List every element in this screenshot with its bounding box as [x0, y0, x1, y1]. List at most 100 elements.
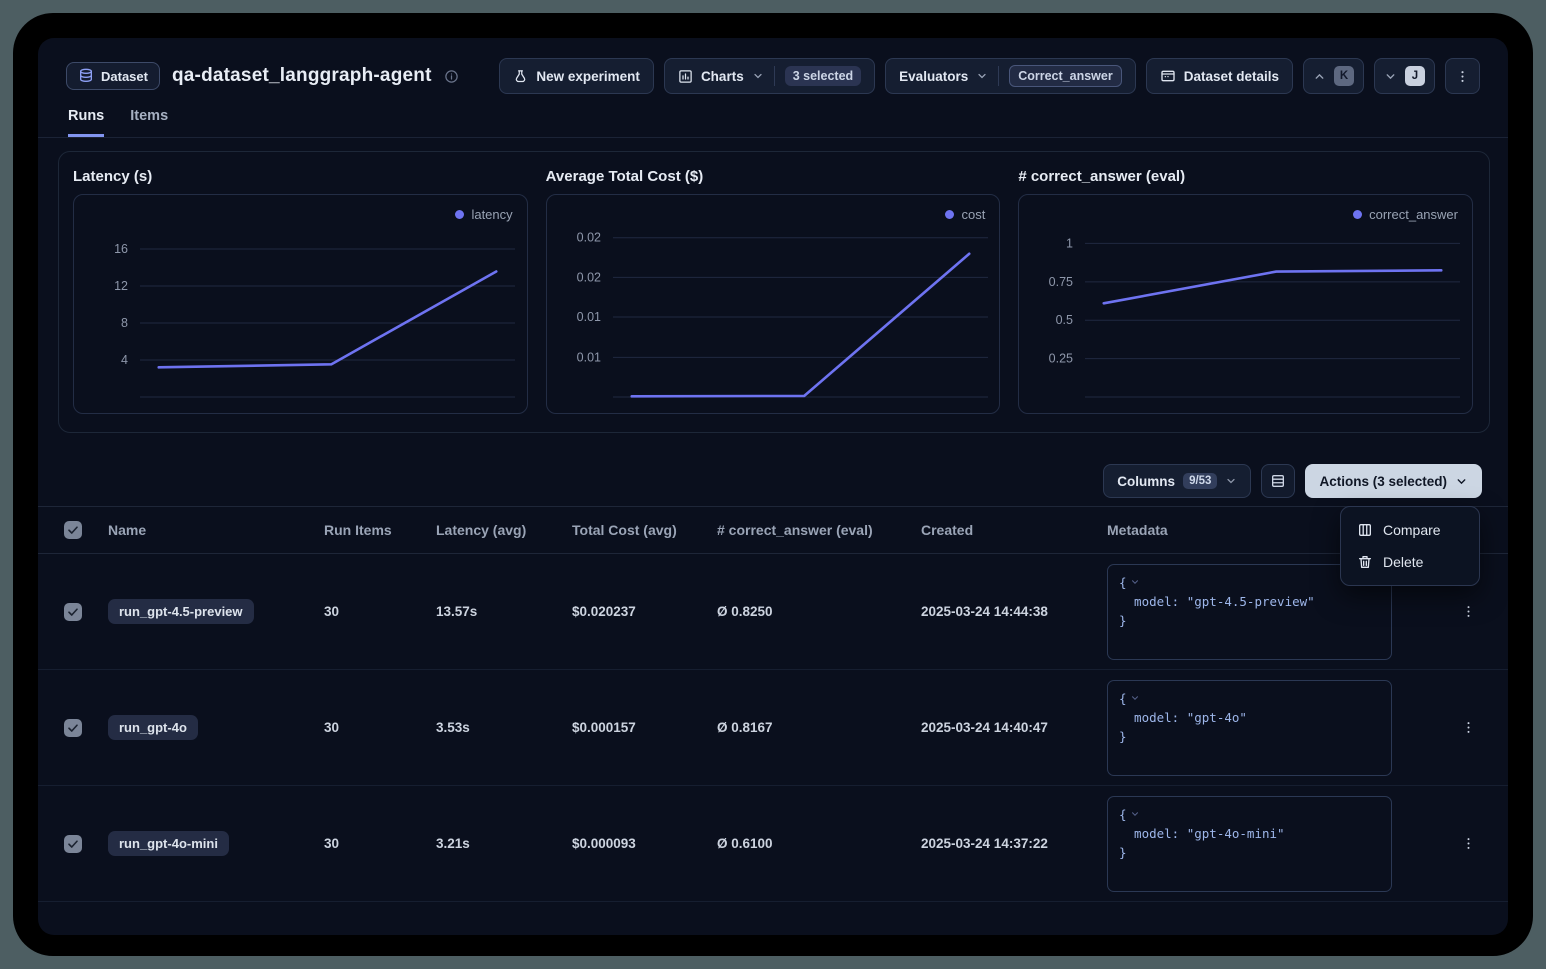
tab-bar: Runs Items — [38, 94, 1508, 138]
chart-plot: 0.01 0.01 0.02 0.02 — [576, 231, 988, 398]
menu-item-label: Delete — [1383, 554, 1424, 570]
svg-text:0.02: 0.02 — [576, 270, 600, 284]
collapse-chevron-icon[interactable] — [1130, 693, 1140, 703]
chart-title: # correct_answer (eval) — [1018, 168, 1186, 185]
table-body: run_gpt-4.5-preview 30 13.57s $0.020237 Ø 0.… — [38, 554, 1508, 902]
chevron-down-icon — [752, 70, 764, 82]
metadata-json-box[interactable]: { model: "gpt-4.5-preview"} — [1107, 563, 1392, 660]
dataset-details-label: Dataset details — [1183, 68, 1279, 84]
svg-text:0.5: 0.5 — [1056, 313, 1073, 327]
collapse-chevron-icon[interactable] — [1130, 809, 1140, 819]
dataset-details-button[interactable]: Dataset details — [1145, 58, 1293, 94]
actions-dropdown-button[interactable]: Actions (3 selected) — [1305, 464, 1482, 498]
new-experiment-label: New experiment — [536, 68, 640, 84]
menu-item-delete[interactable]: Delete — [1348, 546, 1472, 578]
row-kebab-menu-button[interactable] — [1454, 830, 1482, 858]
tab-runs[interactable]: Runs — [68, 108, 105, 137]
menu-item-compare[interactable]: Compare — [1348, 514, 1472, 546]
legend-label: correct_answer — [1369, 207, 1458, 222]
metadata-open-brace: { — [1119, 690, 1127, 706]
chevron-up-icon — [1313, 70, 1326, 83]
row-checkbox[interactable] — [64, 602, 82, 621]
chart-3: # correct_answer (eval) correct_answer 0.2… — [1018, 168, 1473, 414]
run-items-cell: 30 — [324, 720, 340, 735]
select-all-checkbox[interactable] — [64, 521, 82, 539]
metadata-open-brace: { — [1119, 574, 1127, 590]
row-select-cell — [64, 718, 108, 737]
runs-table: Name Run Items Latency (avg) Total Cost (av… — [38, 506, 1508, 902]
collapse-chevron-icon[interactable] — [1130, 577, 1140, 587]
chart-title: Latency (s) — [73, 168, 153, 185]
svg-text:0.01: 0.01 — [576, 350, 600, 364]
column-header: Total Cost (avg) — [572, 522, 677, 538]
evaluators-dropdown-button[interactable]: Evaluators Correct_answer — [885, 58, 1136, 94]
row-kebab-menu-button[interactable] — [1454, 598, 1482, 626]
kebab-menu-icon — [1455, 69, 1470, 84]
total-cost-cell: $0.020237 — [572, 604, 636, 619]
actions-menu: Compare Delete — [1340, 506, 1480, 586]
charts-dropdown-button[interactable]: Charts 3 selected — [663, 58, 876, 94]
flask-icon — [513, 69, 528, 84]
dataset-type-badge: Dataset — [66, 62, 160, 90]
table-controls: Columns 9/53 Actions (3 selected) Compar… — [38, 464, 1508, 586]
run-name-cell: run_gpt-4.5-preview — [108, 599, 324, 624]
database-icon — [78, 68, 94, 84]
evaluators-label: Evaluators — [899, 68, 969, 84]
chart-legend: cost — [945, 207, 985, 222]
latency-cell: 13.57s — [436, 604, 478, 619]
latency-cell: 3.53s — [436, 720, 470, 735]
menu-item-label: Compare — [1383, 522, 1441, 538]
svg-text:0.01: 0.01 — [576, 310, 600, 324]
table-row: run_gpt-4o-mini 30 3.21s $0.000093 Ø 0.6100 2… — [38, 786, 1508, 902]
run-name-pill[interactable]: run_gpt-4o — [108, 715, 198, 740]
chart-2: Average Total Cost ($) cost 0.01 0.01 0.02 0.… — [545, 168, 1001, 414]
new-experiment-button[interactable]: New experiment — [499, 58, 654, 94]
metadata-cell: { model: "gpt-4o"} — [1107, 679, 1432, 776]
prev-run-button[interactable]: K — [1303, 58, 1364, 94]
chevron-down-icon — [1455, 475, 1468, 488]
row-checkbox[interactable] — [64, 718, 82, 737]
chart-title: Average Total Cost ($) — [545, 168, 704, 185]
metadata-line: model: "gpt-4o-mini" — [1119, 825, 1285, 841]
columns-label: Columns — [1117, 473, 1176, 489]
column-header: Name — [108, 522, 147, 538]
column-header: Run Items — [324, 522, 392, 538]
chart-card: cost 0.01 0.01 0.02 0.02 — [545, 194, 1001, 414]
row-checkbox[interactable] — [64, 834, 82, 853]
metadata-open-brace: { — [1119, 806, 1127, 822]
chart-plot: 0.25 0.5 0.75 1 — [1049, 236, 1461, 398]
svg-text:0.75: 0.75 — [1049, 275, 1073, 289]
metadata-json-box[interactable]: { model: "gpt-4o-mini"} — [1107, 795, 1392, 892]
legend-label: cost — [961, 207, 986, 222]
tab-items[interactable]: Items — [130, 108, 169, 124]
total-cost-cell: $0.000157 — [572, 720, 636, 735]
chart-card: correct_answer 0.25 0.5 0.75 1 — [1018, 194, 1473, 414]
divider — [773, 66, 775, 86]
chart-plot: 4 8 12 16 — [114, 242, 515, 398]
total-cost-cell: $0.000093 — [572, 836, 636, 851]
dataset-badge-label: Dataset — [101, 68, 148, 84]
info-icon[interactable] — [444, 69, 459, 84]
table-header-row: Name Run Items Latency (avg) Total Cost (av… — [38, 506, 1508, 554]
run-name-pill[interactable]: run_gpt-4o-mini — [108, 831, 229, 856]
latency-cell: 3.21s — [436, 836, 470, 851]
columns-dropdown-button[interactable]: Columns 9/53 — [1103, 464, 1252, 498]
next-run-button[interactable]: J — [1374, 58, 1435, 94]
run-name-pill[interactable]: run_gpt-4.5-preview — [108, 599, 254, 624]
columns-icon — [1357, 522, 1373, 538]
row-height-button[interactable] — [1261, 464, 1296, 498]
created-cell: 2025-03-24 14:37:22 — [921, 836, 1048, 851]
row-kebab-menu-button[interactable] — [1454, 714, 1482, 742]
metadata-line: model: "gpt-4.5-preview" — [1119, 593, 1315, 609]
legend-dot — [945, 210, 955, 219]
metadata-json-box[interactable]: { model: "gpt-4o"} — [1107, 679, 1392, 776]
bar-chart-icon — [678, 69, 693, 84]
more-options-button[interactable] — [1445, 58, 1480, 94]
chart-legend: latency — [455, 207, 513, 222]
columns-count-badge: 9/53 — [1183, 473, 1218, 489]
app-window: Dataset qa-dataset_langgraph-agent New e… — [38, 38, 1508, 935]
top-bar: Dataset qa-dataset_langgraph-agent New e… — [38, 38, 1508, 94]
chart-1: Latency (s) latency 4 8 12 16 — [73, 168, 528, 414]
charts-selected-badge: 3 selected — [784, 66, 862, 86]
keyboard-shortcut-j: J — [1405, 66, 1425, 86]
